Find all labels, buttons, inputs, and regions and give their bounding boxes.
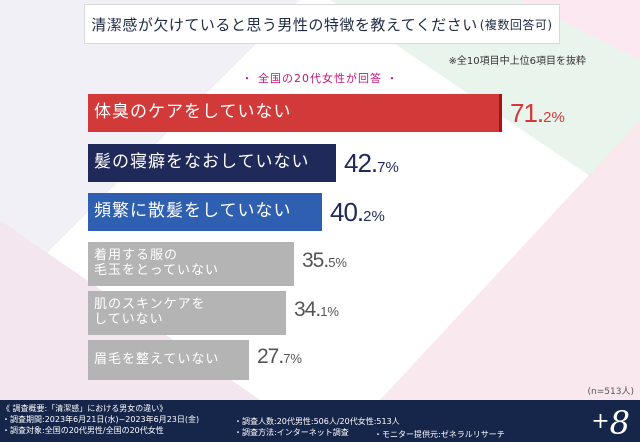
bar-4: 肌のスキンケアを していない	[88, 291, 286, 335]
sample-size: (n=513人)	[587, 387, 634, 397]
respondent-label: ・ 全国の20代女性が回答 ・	[241, 72, 399, 85]
bar-0: 体臭のケアをしていない	[88, 94, 502, 132]
bar-label-2: 頻繁に散髪をしていない	[94, 201, 292, 222]
footer-col-3: ・モニター提供元:ゼネラルリサーチ	[374, 430, 505, 441]
value-label-2: 40. 2%	[330, 197, 385, 227]
survey-count: ・調査人数:20代男性:506人/20代女性:513人	[234, 417, 400, 426]
value-label-5: 27. 7%	[257, 345, 302, 368]
bar-label-5: 眉毛を整えていない	[94, 351, 220, 367]
chart-title: 清潔感が欠けていると思う男性の特徴を教えてください (複数回答可)	[84, 4, 560, 44]
value-label-0: 71. 2%	[510, 98, 565, 128]
value-label-4: 34. 1%	[294, 298, 339, 321]
survey-method: ・調査方法:インターネット調査	[234, 427, 349, 437]
footer-col-1: 《 調査概要:「清潔感」における男女の違い》 ・調査期間:2023年6月21日(…	[2, 404, 199, 436]
title-main: 清潔感が欠けていると思う男性の特徴を教えてください	[91, 15, 478, 34]
footer: 《 調査概要:「清潔感」における男女の違い》 ・調査期間:2023年6月21日(…	[0, 400, 640, 442]
title-sub: (複数回答可)	[479, 17, 553, 32]
brand-logo: +8	[591, 404, 630, 442]
survey-provider: ・モニター提供元:ゼネラルリサーチ	[374, 430, 505, 439]
bar-label-0: 体臭のケアをしていない	[94, 102, 292, 123]
survey-target: ・調査対象:全国の20代男性/全国の20代女性	[2, 425, 164, 435]
bar-label-1: 髪の寝癖をなおしていない	[94, 152, 310, 173]
bar-label-4: 肌のスキンケアを していない	[94, 297, 206, 327]
bar-label-3: 着用する服の 毛玉をとっていない	[94, 248, 219, 278]
note-text: ※全10項目中上位6項目を抜粋	[448, 56, 586, 67]
bar-1: 髪の寝癖をなおしていない	[88, 144, 336, 182]
survey-period: ・調査期間:2023年6月21日(水)~2023年6月23日(金)	[2, 414, 200, 424]
survey-summary: 《 調査概要:「清潔感」における男女の違い》	[2, 404, 168, 413]
bar-3: 着用する服の 毛玉をとっていない	[88, 242, 294, 286]
bar-2: 頻繁に散髪をしていない	[88, 193, 322, 231]
value-label-1: 42. 7%	[344, 148, 399, 178]
footer-col-2: ・調査人数:20代男性:506人/20代女性:513人 ・調査方法:インターネッ…	[234, 417, 400, 439]
bar-5: 眉毛を整えていない	[88, 340, 249, 380]
value-label-3: 35. 5%	[302, 249, 347, 272]
